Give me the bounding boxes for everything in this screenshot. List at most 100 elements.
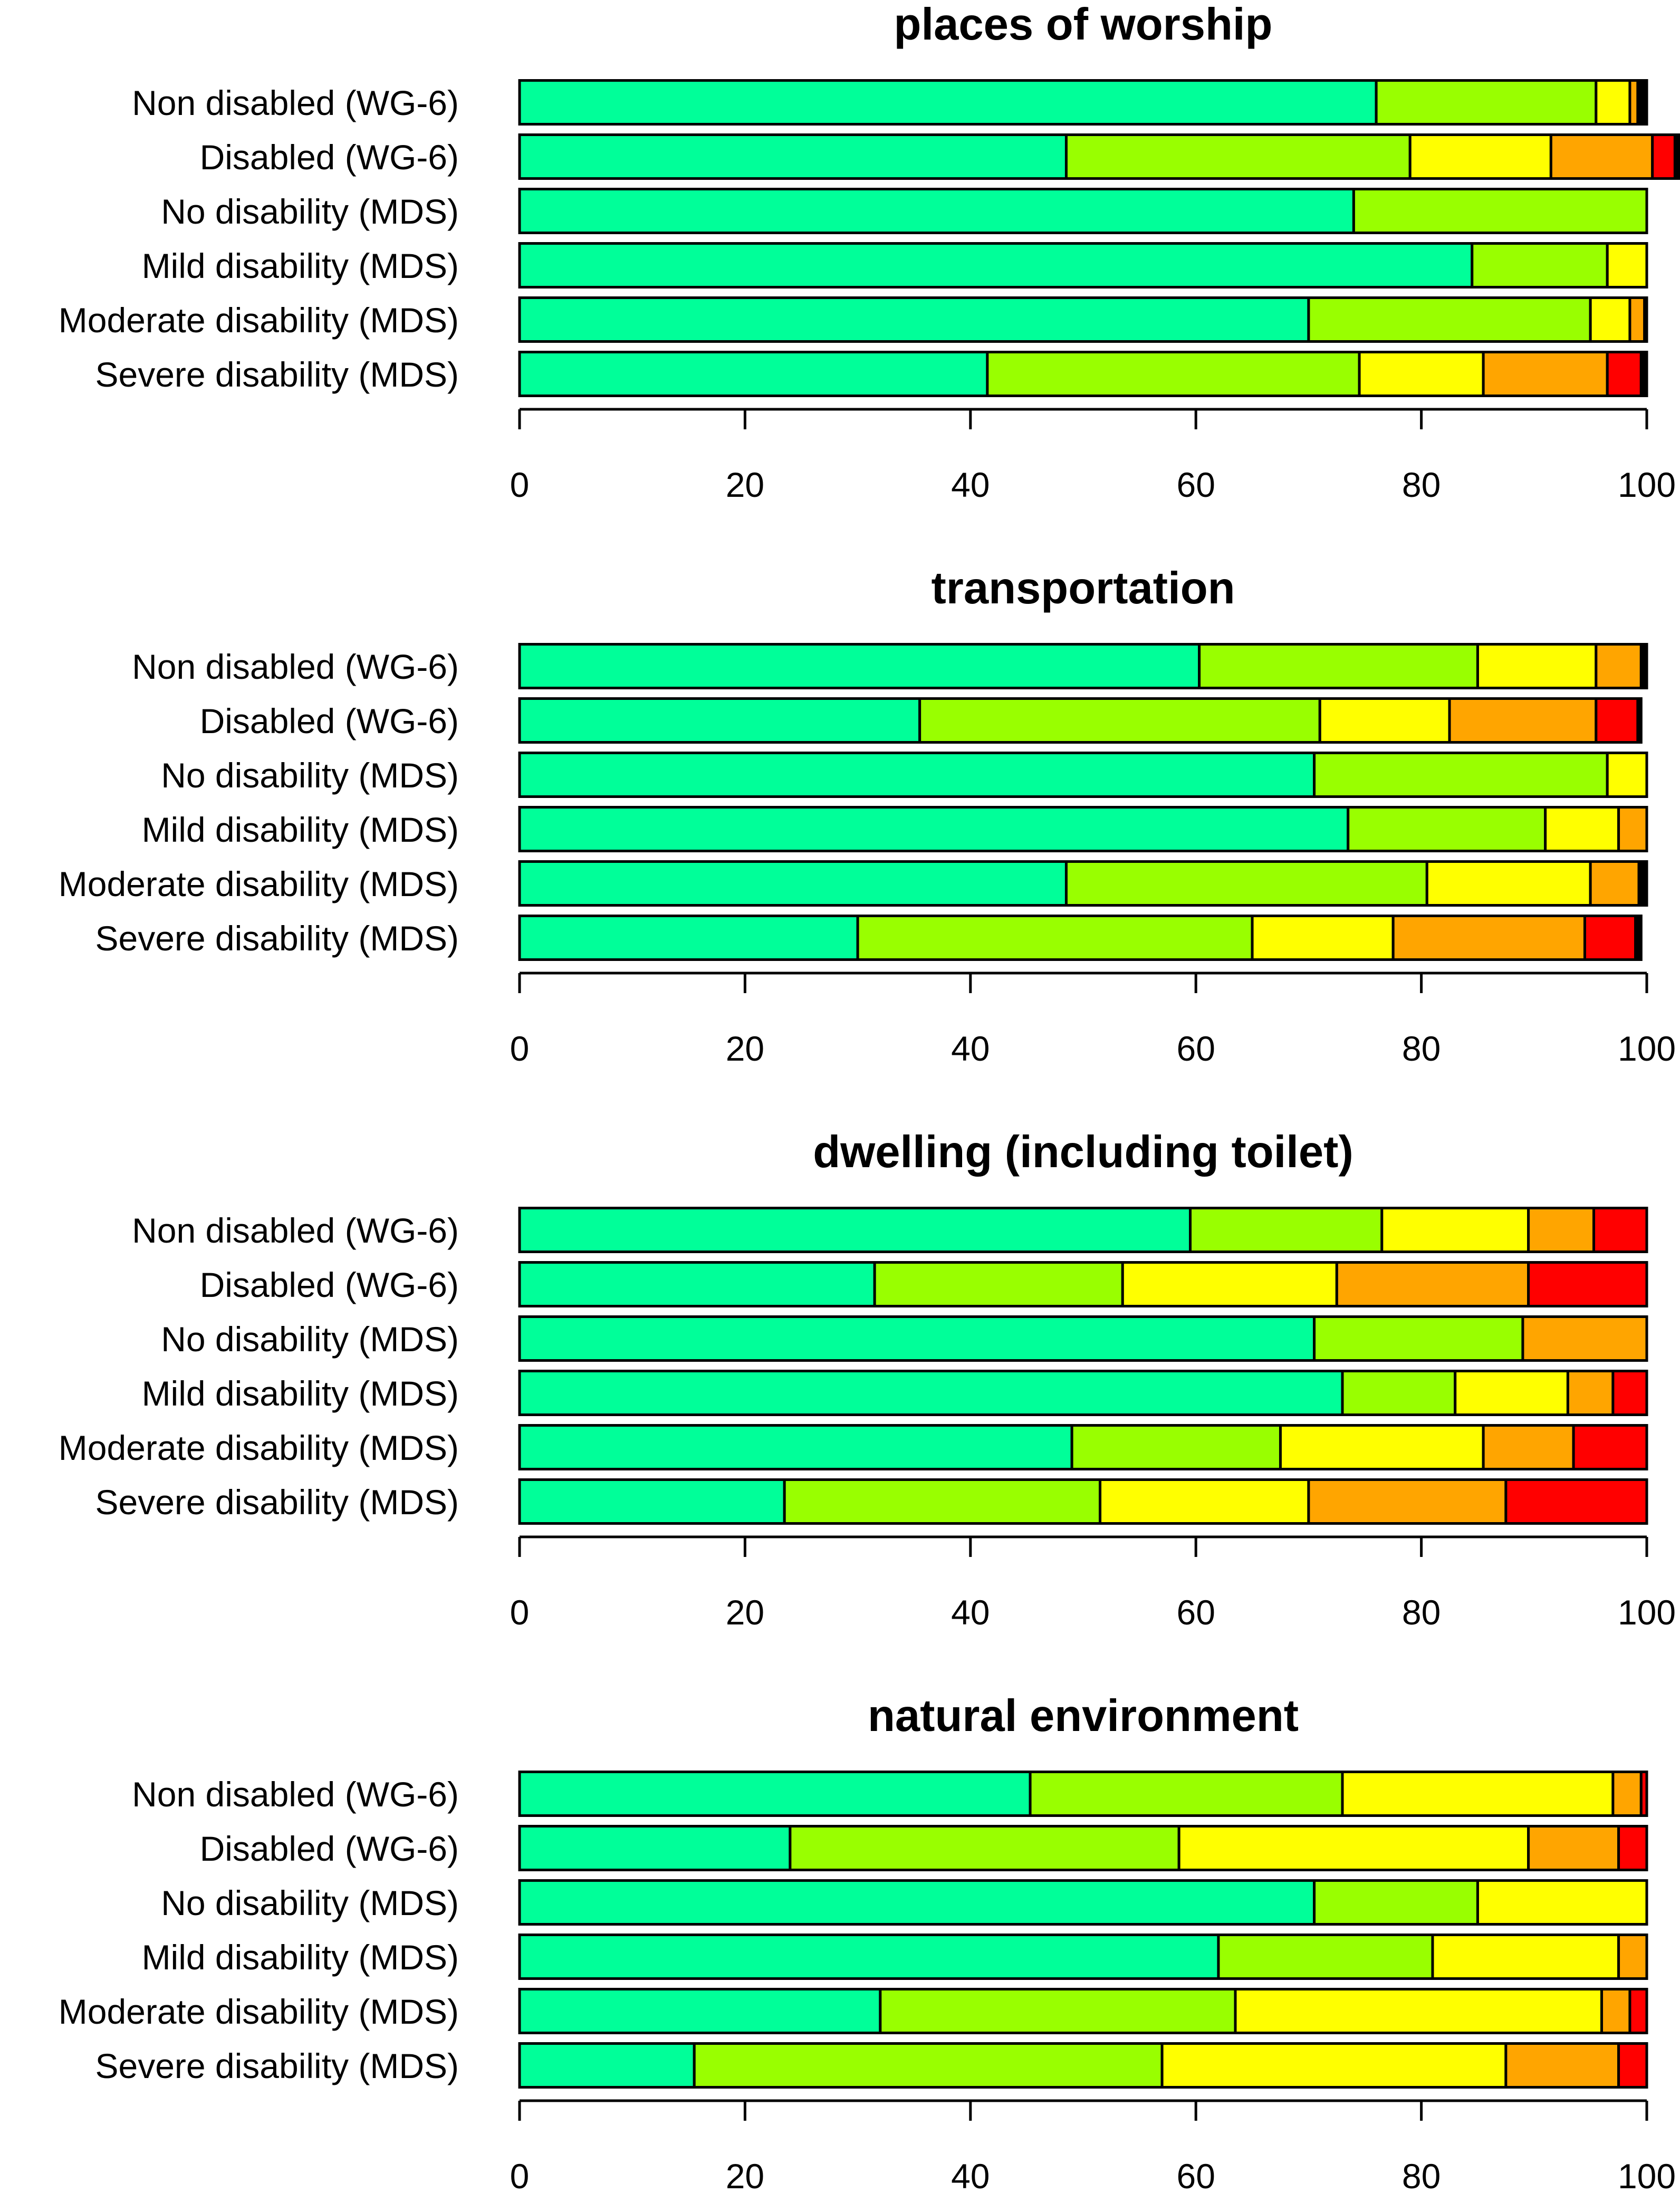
category-label: Non disabled (WG-6) <box>132 647 459 686</box>
bar-segment <box>1504 2042 1620 2089</box>
category-label: Disabled (WG-6) <box>200 701 459 740</box>
bar-segment <box>1611 1771 1643 1817</box>
bar-segment <box>518 1478 786 1525</box>
bar-segment <box>518 1988 882 2034</box>
bar-segment <box>1064 860 1428 907</box>
bar-segment <box>1070 1424 1282 1470</box>
category-label: No disability (MDS) <box>161 192 459 231</box>
category-label: Severe disability (MDS) <box>95 355 459 394</box>
bar-segment <box>518 752 1316 798</box>
x-tick-label: 40 <box>951 1593 990 1632</box>
panel-title: natural environment <box>868 1691 1299 1741</box>
bar-segment <box>1482 1424 1575 1470</box>
bar-segment <box>1572 1424 1648 1470</box>
category-label: Moderate disability (MDS) <box>59 301 459 340</box>
x-tick-label: 20 <box>726 465 764 504</box>
bar-segment <box>1639 1771 1648 1817</box>
panel-title: places of worship <box>894 0 1273 50</box>
bar-segment <box>518 1207 1192 1253</box>
bar-segment <box>518 79 1378 126</box>
bar-segment <box>518 133 1068 180</box>
bar-segment <box>1251 915 1395 961</box>
bar-segment <box>1189 1207 1384 1253</box>
bar-segment <box>1611 1370 1648 1416</box>
bar-segment <box>1637 860 1648 907</box>
bar-segment <box>873 1261 1124 1307</box>
x-tick-label: 100 <box>1618 1029 1676 1068</box>
bar-segment <box>693 2042 1164 2089</box>
bar-segment <box>1064 133 1412 180</box>
bar-segment <box>1375 79 1598 126</box>
x-tick-label: 0 <box>510 465 530 504</box>
bar-segment <box>1651 133 1676 180</box>
bar-segment <box>1606 752 1648 798</box>
category-label: Non disabled (WG-6) <box>132 83 459 122</box>
category-label: Non disabled (WG-6) <box>132 1775 459 1814</box>
bar-segment <box>1527 1207 1596 1253</box>
bar-segment <box>1527 1825 1620 1871</box>
bar-segment <box>518 1315 1316 1362</box>
bar-segment <box>1029 1771 1344 1817</box>
bar-segment <box>1566 1370 1615 1416</box>
x-tick-label: 60 <box>1176 2157 1215 2193</box>
x-tick-label: 20 <box>726 1029 764 1068</box>
bar-segment <box>1639 351 1648 397</box>
bar-segment <box>1600 1988 1631 2034</box>
bar-segment <box>1617 806 1648 852</box>
category-label: Disabled (WG-6) <box>200 1829 459 1868</box>
bar-segment <box>986 351 1361 397</box>
bar-segment <box>1617 2042 1648 2089</box>
bar-segment <box>1521 1315 1648 1362</box>
bar-segment <box>783 1478 1102 1525</box>
bar-segment <box>1341 1370 1457 1416</box>
category-label: Severe disability (MDS) <box>95 2046 459 2085</box>
bar-segment <box>518 1424 1073 1470</box>
bar-segment <box>1318 697 1451 744</box>
bar-segment <box>1099 1478 1310 1525</box>
bar-segment <box>518 296 1310 343</box>
x-tick-label: 20 <box>726 1593 764 1632</box>
category-label: Non disabled (WG-6) <box>132 1211 459 1250</box>
bar-segment <box>1636 697 1643 744</box>
bar-segment <box>1454 1370 1569 1416</box>
bar-segment <box>918 697 1321 744</box>
bar-segment <box>518 1825 792 1871</box>
bar-segment <box>518 1261 876 1307</box>
bar-segment <box>1217 1934 1434 1980</box>
bar-segment <box>1352 188 1648 234</box>
bar-segment <box>518 1370 1344 1416</box>
bar-segment <box>1160 2042 1508 2089</box>
bar-segment <box>1425 860 1592 907</box>
bar-segment <box>1595 79 1631 126</box>
bar-segment <box>518 188 1355 234</box>
panel-title: transportation <box>931 563 1235 613</box>
category-label: Disabled (WG-6) <box>200 138 459 177</box>
bar-segment <box>1606 351 1643 397</box>
bar-segment <box>1307 296 1592 343</box>
x-tick-label: 40 <box>951 465 990 504</box>
bar-segment <box>518 351 989 397</box>
bar-segment <box>518 1879 1316 1926</box>
bar-segment <box>518 1771 1032 1817</box>
bar-segment <box>1504 1478 1648 1525</box>
category-label: No disability (MDS) <box>161 1320 459 1359</box>
bar-segment <box>879 1988 1237 2034</box>
bar-segment <box>1617 1825 1648 1871</box>
category-label: Severe disability (MDS) <box>95 919 459 958</box>
bar-segment <box>518 1934 1220 1980</box>
category-label: No disability (MDS) <box>161 756 459 795</box>
x-tick-label: 0 <box>510 1029 530 1068</box>
bar-segment <box>1592 1207 1648 1253</box>
x-tick-label: 60 <box>1176 465 1215 504</box>
bar-segment <box>1471 242 1609 288</box>
bar-segment <box>1408 133 1552 180</box>
category-label: Mild disability (MDS) <box>142 1938 459 1977</box>
bar-segment <box>1279 1424 1485 1470</box>
category-label: Severe disability (MDS) <box>95 1483 459 1522</box>
bar-segment <box>1549 133 1654 180</box>
bar-segment <box>1583 915 1637 961</box>
bar-segment <box>1313 752 1609 798</box>
bar-segment <box>518 242 1474 288</box>
bar-segment <box>1639 643 1648 689</box>
